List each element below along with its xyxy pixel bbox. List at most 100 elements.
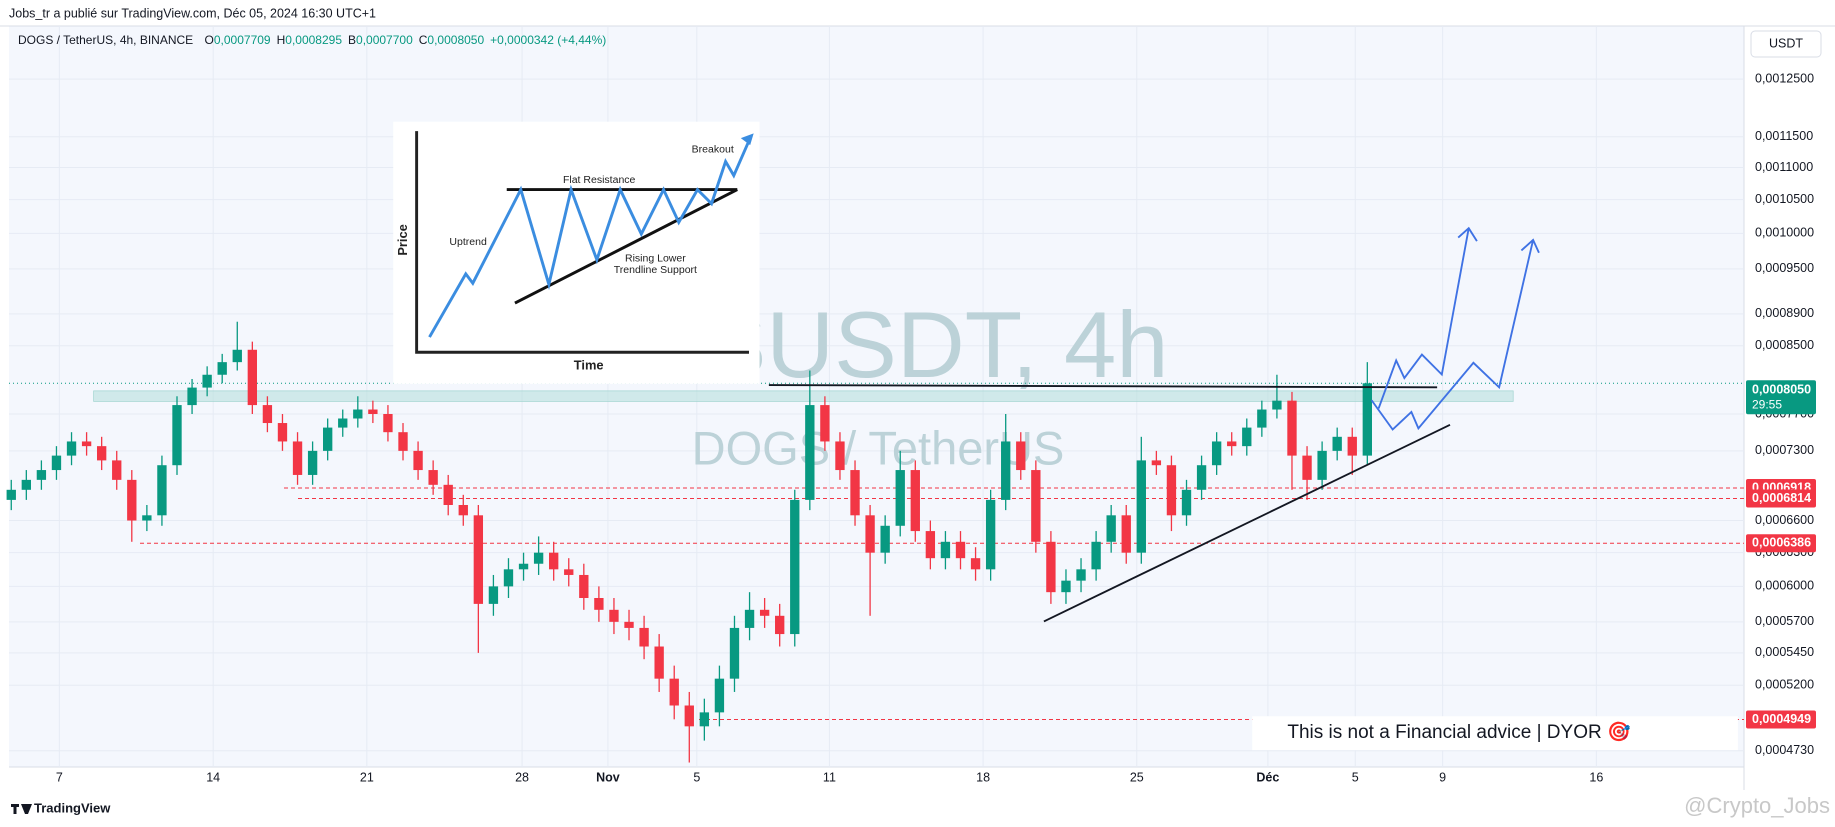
candle-body: [217, 362, 227, 375]
candle-body: [594, 598, 604, 610]
candle-body: [1076, 569, 1086, 581]
candle-body: [925, 531, 936, 559]
candle-body: [127, 479, 137, 521]
candle-body: [1272, 400, 1282, 410]
candle-body: [1001, 441, 1011, 500]
candle-body: [187, 387, 197, 406]
candle-body: [955, 541, 966, 559]
countdown: 29:55: [1752, 397, 1782, 411]
candle-body: [744, 609, 755, 628]
candle-body: [624, 621, 634, 628]
disclaimer: This is not a Financial advice | DYOR 🎯: [1287, 721, 1631, 743]
candle-body: [985, 499, 996, 570]
currency[interactable]: USDT: [1769, 36, 1803, 50]
candle-body: [970, 558, 981, 570]
candle-body: [443, 484, 453, 505]
candle-body: [112, 460, 122, 480]
candle-body: [1332, 436, 1342, 451]
ohlc-value: 0,0007700: [356, 33, 413, 47]
candle-body: [1016, 441, 1026, 471]
candle-body: [473, 515, 484, 604]
candle-body: [579, 574, 589, 599]
ohlc-key: O: [205, 33, 214, 47]
y-tick-label: 0,0008500: [1755, 338, 1814, 352]
logo-icon: [11, 804, 32, 814]
candle-body: [232, 349, 242, 363]
y-tick-label: 0,0004730: [1755, 743, 1814, 757]
candle-body: [639, 627, 649, 647]
author-watermark: @Crypto_Jobs: [1684, 793, 1830, 818]
candle-body: [51, 455, 62, 471]
candle-body: [1106, 515, 1116, 542]
ohlc-key: C: [419, 33, 428, 47]
symbol: DOGS / TetherUS, 4h, BINANCE: [18, 33, 193, 47]
candle-body: [684, 705, 694, 727]
projection-arrow: [1520, 238, 1540, 254]
projection-arrow: [1457, 226, 1478, 242]
candle-body: [865, 515, 875, 553]
candle-body: [699, 712, 710, 727]
inset-box: [393, 121, 760, 384]
x-tick-label: 14: [206, 770, 220, 784]
inset-label: Trendline Support: [614, 264, 697, 276]
level-label: 0,0006814: [1752, 491, 1811, 505]
candle-body: [323, 427, 333, 451]
candle-body: [157, 465, 167, 516]
candle-body: [1121, 515, 1131, 553]
candle-body: [1136, 460, 1146, 553]
currency-button[interactable]: [1750, 30, 1822, 58]
candle-body: [398, 432, 408, 451]
candle-body: [1362, 383, 1372, 456]
candle-body: [1211, 441, 1222, 466]
x-tick-label: 9: [1439, 770, 1446, 784]
grid: [9, 26, 1744, 767]
level-label: 0,0006386: [1752, 536, 1811, 550]
x-tick-label: 5: [693, 770, 700, 784]
published-line: Jobs_tr a publié sur TradingView.com, Dé…: [9, 6, 376, 20]
candle-body: [1151, 460, 1162, 466]
last-price-badge: [1746, 380, 1816, 415]
candle-body: [895, 470, 905, 526]
candle-body: [353, 409, 363, 419]
support-line: [1043, 423, 1451, 623]
y-tick-label: 0,0005200: [1755, 678, 1814, 692]
candle-body: [729, 627, 740, 679]
candle-body: [262, 405, 273, 424]
x-tick-label: 7: [56, 770, 63, 784]
candle-body: [1046, 541, 1056, 593]
candle-body: [1317, 450, 1327, 480]
x-tick-label: 28: [515, 770, 529, 784]
axes: 0,0012500 0,0011500 0,0011000 0,0010500 0,00…: [56, 71, 1816, 784]
candle-body: [307, 450, 318, 475]
candle-body: [533, 552, 544, 564]
candle-body: [413, 450, 423, 471]
candle-body: [1287, 400, 1297, 456]
candle-body: [549, 552, 559, 570]
y-tick-label: 0,0010000: [1755, 226, 1814, 240]
candle-body: [21, 479, 31, 490]
candle-body: [1181, 489, 1192, 516]
candle-body: [910, 470, 920, 532]
x-tick-label: 21: [360, 770, 374, 784]
candle-body: [669, 678, 679, 706]
candle-body: [81, 441, 92, 447]
x-tick-label: 5: [1352, 770, 1359, 784]
x-tick-label: Nov: [596, 770, 620, 784]
inset-label: Flat Resistance: [563, 174, 636, 186]
candle-body: [1242, 427, 1252, 447]
candle-body: [1302, 455, 1312, 480]
projection-path: [1370, 239, 1535, 431]
candle-body: [247, 349, 258, 406]
candle-body: [1091, 541, 1101, 570]
last-price-label: 0,0008050: [1752, 383, 1811, 397]
ohlc-value: 0,0008295: [285, 33, 342, 47]
zone-layer: [93, 390, 1514, 402]
y-tick-label: 0,0006600: [1755, 513, 1814, 527]
change: +0,0000342 (+4,44%): [490, 33, 606, 47]
candle-body: [6, 489, 16, 500]
inset-arrow: [740, 133, 754, 146]
inset-axis-label: Price: [395, 224, 410, 255]
level-badge: [1746, 534, 1816, 553]
